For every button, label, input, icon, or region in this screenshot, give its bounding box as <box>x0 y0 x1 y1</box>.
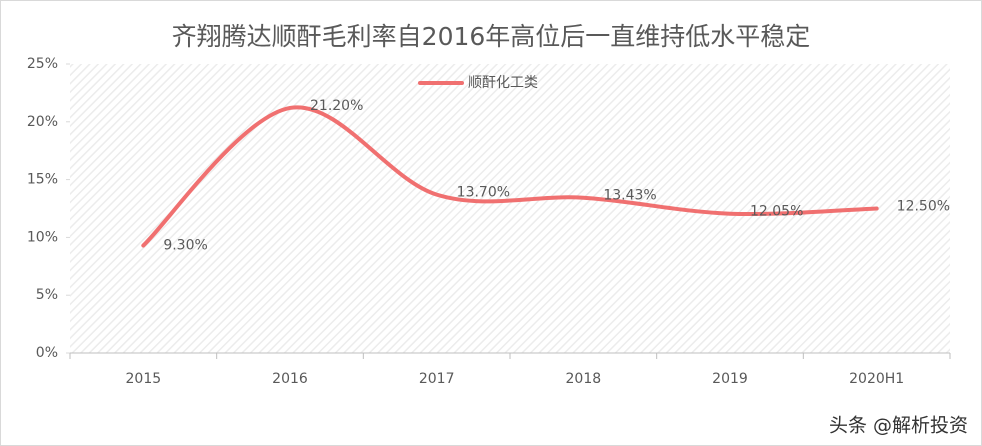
y-tick-label: 25% <box>27 56 58 72</box>
x-tick-label: 2015 <box>126 371 162 387</box>
data-label: 9.30% <box>163 237 207 253</box>
data-label: 13.43% <box>603 188 656 204</box>
y-tick-label: 10% <box>27 229 58 245</box>
x-tick-label: 2016 <box>272 371 308 387</box>
data-label: 21.20% <box>310 98 363 114</box>
data-label: 12.05% <box>750 204 803 220</box>
x-tick-label: 2020H1 <box>849 371 904 387</box>
data-label: 13.70% <box>457 185 510 201</box>
plot-area <box>70 64 950 353</box>
legend-label: 顺酐化工类 <box>468 75 538 91</box>
chart-title: 齐翔腾达顺酐毛利率自2016年高位后一直维持低水平稳定 <box>172 22 811 51</box>
y-tick-label: 0% <box>36 345 58 361</box>
x-tick-label: 2017 <box>419 371 455 387</box>
watermark: 头条 @解析投资 <box>829 415 968 437</box>
y-tick-label: 15% <box>27 172 58 188</box>
line <box>141 105 879 248</box>
y-tick-label: 20% <box>27 114 58 130</box>
data-label: 12.50% <box>897 199 950 215</box>
y-tick-label: 5% <box>36 287 58 303</box>
x-tick-label: 2018 <box>566 371 602 387</box>
x-tick-label: 2019 <box>712 371 748 387</box>
